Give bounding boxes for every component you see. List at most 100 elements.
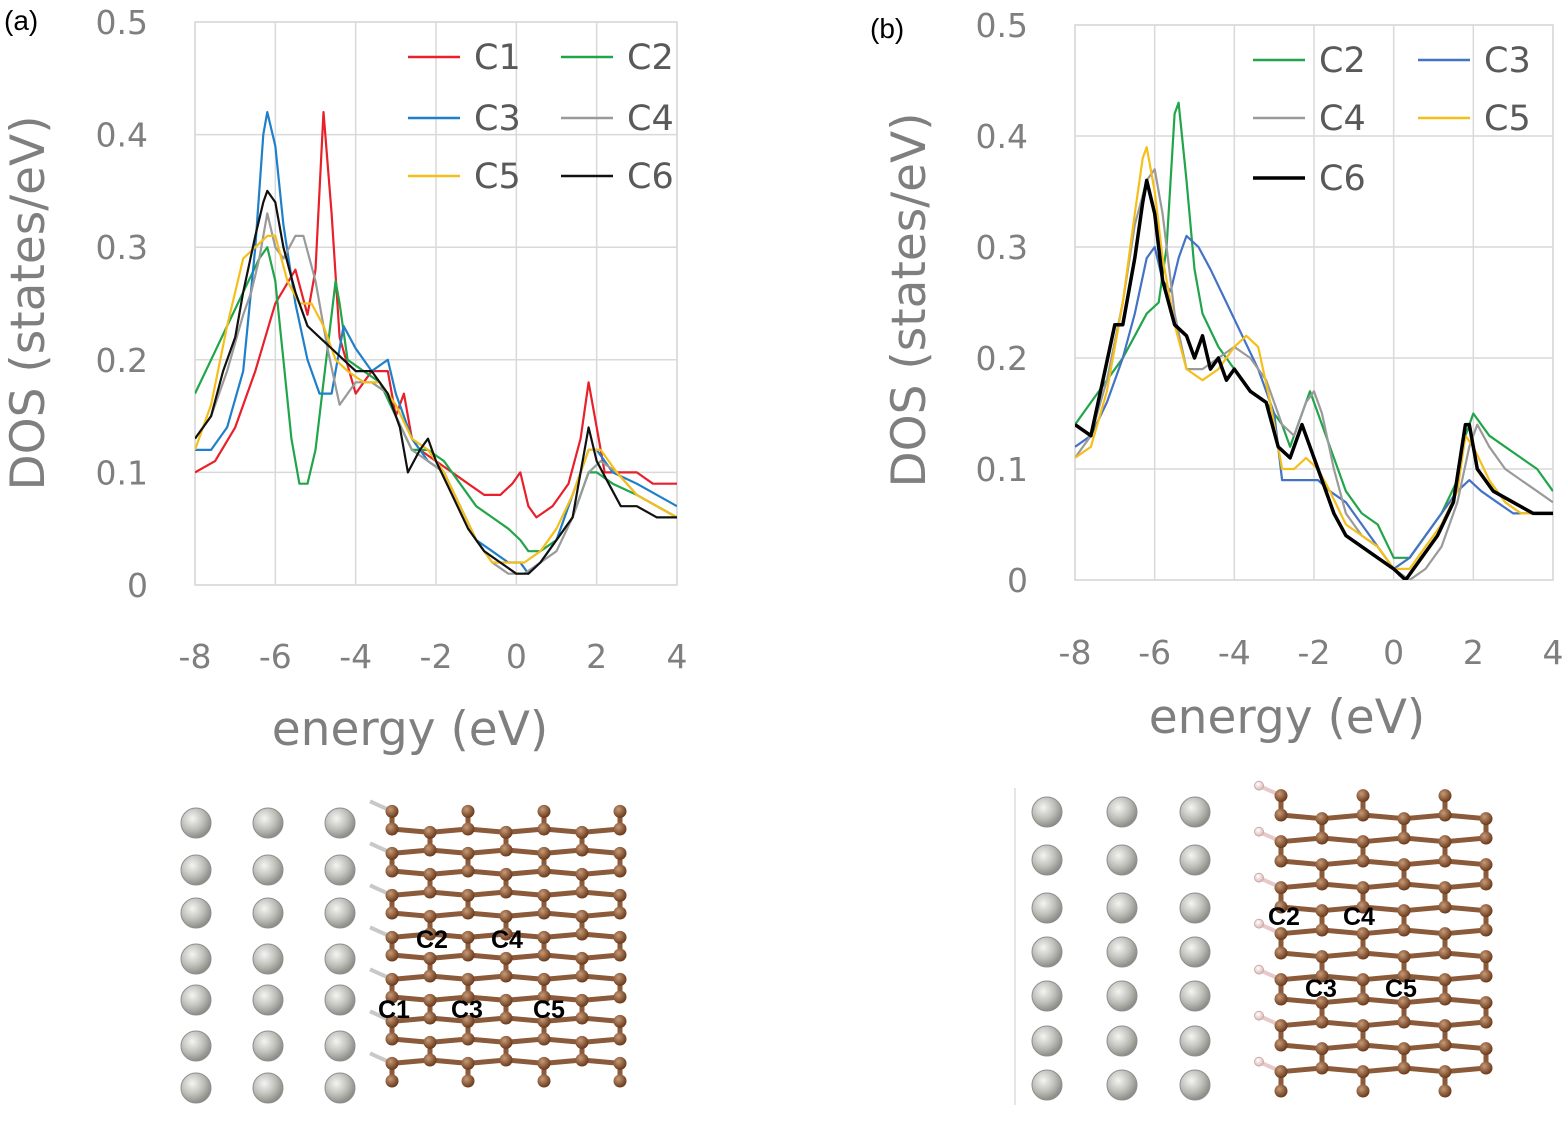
carbon-atom bbox=[537, 972, 551, 986]
c-c-bond bbox=[1401, 973, 1448, 983]
metal-atom bbox=[1031, 844, 1063, 876]
x-tick-label: 2 bbox=[1463, 633, 1484, 672]
y-tick-label: 0 bbox=[1007, 561, 1028, 600]
carbon-atom bbox=[613, 1056, 627, 1070]
carbon-atom bbox=[499, 909, 513, 923]
c-c-bond bbox=[1442, 812, 1489, 822]
metal-atom bbox=[1031, 1069, 1063, 1101]
x-tick-label: -2 bbox=[420, 637, 453, 676]
x-tick-label: 0 bbox=[506, 637, 527, 676]
carbon-atom bbox=[423, 885, 437, 899]
c-c-bond bbox=[1278, 996, 1325, 1006]
carbon-atom bbox=[461, 888, 475, 902]
carbon-atom bbox=[423, 927, 437, 941]
atom-label-C3: C3 bbox=[451, 996, 483, 1024]
carbon-atom bbox=[613, 804, 627, 818]
c-c-bond bbox=[1319, 881, 1366, 891]
carbon-atom bbox=[1397, 923, 1411, 937]
legend-label-C4: C4 bbox=[1319, 99, 1366, 139]
c-c-bond bbox=[1360, 973, 1407, 983]
carbon-atom bbox=[537, 906, 551, 920]
carbon-atom bbox=[1479, 812, 1493, 826]
c-c-bond bbox=[1442, 881, 1489, 891]
series-line-C6 bbox=[195, 189, 677, 575]
carbon-atom bbox=[461, 906, 475, 920]
metal-atom bbox=[1106, 844, 1138, 876]
c-c-bond bbox=[1319, 950, 1366, 960]
carbon-atom bbox=[1315, 923, 1329, 937]
c-c-bond bbox=[1442, 1042, 1489, 1052]
x-tick-label: 4 bbox=[667, 637, 688, 676]
carbon-atom bbox=[1438, 1084, 1452, 1098]
carbon-atom bbox=[575, 1035, 589, 1049]
atom-label-C1: C1 bbox=[378, 996, 410, 1024]
c-c-bond bbox=[1442, 996, 1489, 1006]
c-c-bond bbox=[1278, 858, 1325, 868]
x-tick-label: -8 bbox=[1059, 633, 1092, 672]
carbon-atom bbox=[1397, 996, 1411, 1010]
metal-atom bbox=[180, 854, 212, 886]
carbon-atom bbox=[1356, 900, 1370, 914]
carbon-atom bbox=[499, 867, 513, 881]
metal-atom bbox=[1031, 796, 1063, 828]
metal-atom bbox=[1179, 844, 1211, 876]
carbon-atom bbox=[1397, 969, 1411, 983]
carbon-atom bbox=[385, 888, 399, 902]
plot-frame bbox=[194, 21, 678, 586]
carbon-atom bbox=[423, 1053, 437, 1067]
carbon-atom bbox=[1356, 808, 1370, 822]
structure-b: C2 C4 C3 C5 bbox=[1014, 780, 1493, 1105]
dos-panel-b: (b) -8 -6 -4 -2 0 2 4 0 0.1 0.2 0.3 0.4 0.5 energy (eV… bbox=[870, 6, 1564, 745]
carbon-atom bbox=[1438, 1065, 1452, 1079]
carbon-atom bbox=[385, 1056, 399, 1070]
carbon-atom bbox=[1397, 1061, 1411, 1075]
hydrogen-atom bbox=[1254, 826, 1264, 837]
carbon-atom bbox=[575, 951, 589, 965]
carbon-atom bbox=[1356, 946, 1370, 960]
carbon-atom bbox=[1315, 877, 1329, 891]
c-c-bond bbox=[1278, 1065, 1325, 1075]
atom-label-C5: C5 bbox=[1385, 975, 1417, 1003]
dos-panel-a: (a) -8 -6 -4 -2 0 2 4 0 0.1 0.2 0.3 0.4 0.5 energy (eV… bbox=[1, 3, 688, 757]
c-c-bond bbox=[1360, 858, 1407, 868]
metal-atom bbox=[324, 1030, 356, 1062]
carbon-atom bbox=[461, 972, 475, 986]
carbon-atom bbox=[1274, 927, 1288, 941]
carbon-atom bbox=[1479, 858, 1493, 872]
y-tick-label: 0.4 bbox=[96, 116, 148, 155]
carbon-atom bbox=[1274, 881, 1288, 895]
plot-frame bbox=[1074, 24, 1554, 581]
carbon-atom bbox=[1397, 950, 1411, 964]
carbon-atom bbox=[1479, 904, 1493, 918]
y-tick-label: 0.3 bbox=[976, 228, 1028, 267]
carbon-atom bbox=[385, 822, 399, 836]
carbon-atom bbox=[1479, 1015, 1493, 1029]
c-c-bond bbox=[1278, 812, 1325, 822]
carbon-atom bbox=[575, 885, 589, 899]
carbon-atom bbox=[613, 822, 627, 836]
metal-atom bbox=[1179, 1025, 1211, 1057]
legend-label-C3: C3 bbox=[1484, 41, 1531, 81]
atom-label-C2: C2 bbox=[1268, 903, 1300, 931]
metal-atom bbox=[252, 807, 284, 839]
carbon-atom bbox=[1397, 904, 1411, 918]
carbon-atom bbox=[1274, 900, 1288, 914]
carbon-atom bbox=[1315, 858, 1329, 872]
y-tick-label: 0.5 bbox=[96, 3, 148, 42]
graphene-bonds bbox=[1258, 783, 1489, 1094]
carbon-atom bbox=[385, 906, 399, 920]
carbon-atom bbox=[499, 825, 513, 839]
hydrogen-atom bbox=[1254, 872, 1264, 883]
carbon-atom bbox=[385, 804, 399, 818]
y-tick-label: 0.1 bbox=[96, 453, 148, 492]
metal-atom bbox=[180, 807, 212, 839]
carbon-atom bbox=[385, 846, 399, 860]
carbon-atom bbox=[613, 1014, 627, 1028]
carbon-atom bbox=[1438, 881, 1452, 895]
carbon-atom bbox=[461, 990, 475, 1004]
legend-label-C5: C5 bbox=[474, 157, 521, 197]
metal-atom bbox=[1106, 796, 1138, 828]
metal-atom bbox=[180, 1030, 212, 1062]
carbon-atom bbox=[575, 927, 589, 941]
carbon-atom bbox=[613, 930, 627, 944]
